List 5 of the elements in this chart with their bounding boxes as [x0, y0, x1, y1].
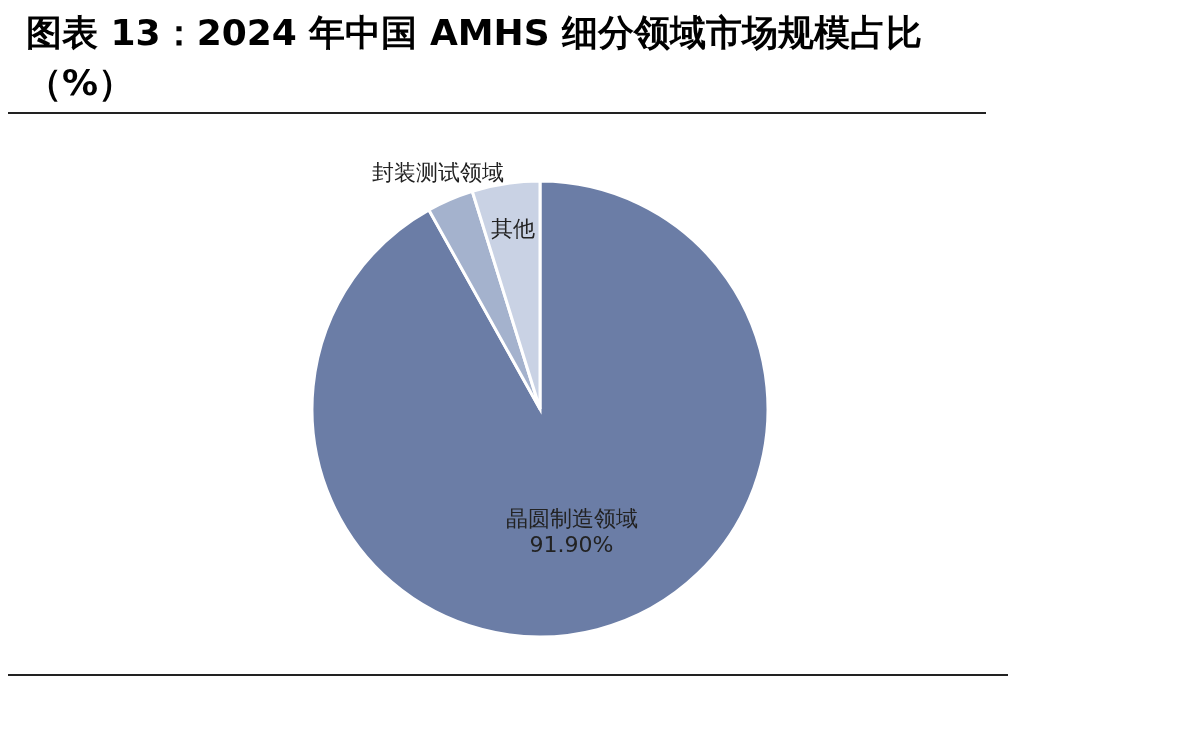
slice-label: 晶圆制造领域 — [505, 505, 638, 531]
data-label: 91.90% — [529, 532, 614, 558]
chart-title: 图表 13：2024 年中国 AMHS 细分领域市场规模占比（%） — [8, 8, 986, 114]
slice-label: 其他 — [490, 216, 535, 242]
slice-label: 封装测试领域 — [372, 159, 505, 185]
